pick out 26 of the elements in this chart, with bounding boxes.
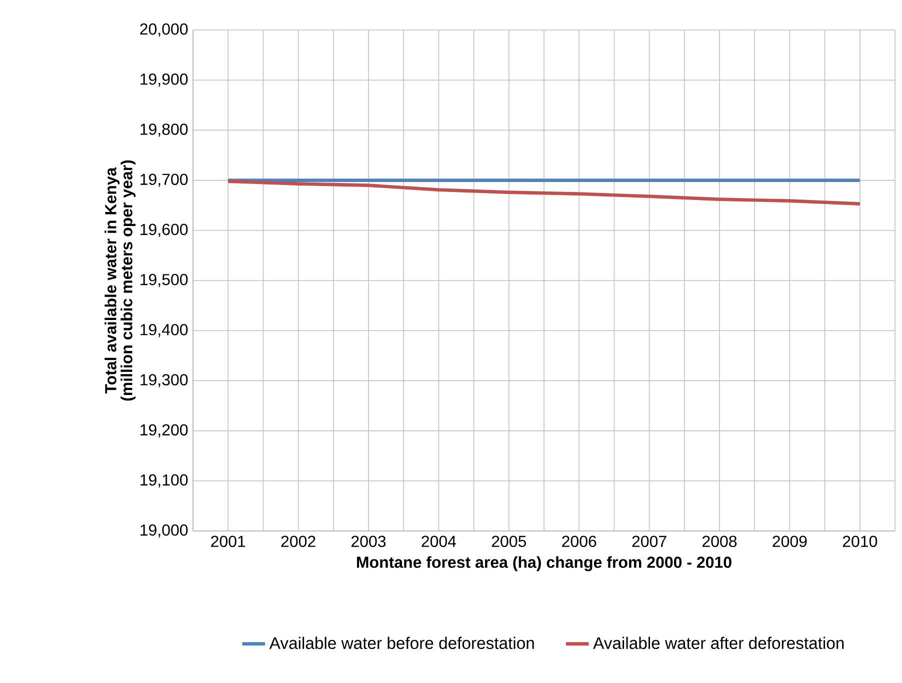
y-axis-title: Total available water in Kenya (million cubic meters oper year) (104, 160, 136, 401)
x-tick-label: 2006 (562, 536, 596, 548)
y-tick-label: 19,500 (140, 274, 188, 288)
x-tick-label: 2004 (422, 536, 456, 548)
x-tick-label: 2010 (842, 536, 878, 548)
y-tick-label: 19,700 (140, 174, 188, 187)
y-tick-label: 19,000 (140, 524, 188, 538)
line-series (226, 180, 862, 206)
y-tick-label: 19,300 (140, 374, 188, 388)
y-tick-label: 19,400 (140, 324, 188, 338)
y-tick-label: 19,800 (140, 124, 188, 137)
y-tick-label: 20,000 (140, 23, 188, 37)
x-tick-label: 2005 (492, 536, 526, 548)
x-tick-label: 2001 (211, 536, 246, 548)
y-tick-label: 19,200 (140, 424, 188, 438)
x-tick-label: 2003 (352, 536, 386, 548)
x-axis-title: Montane forest area (ha) change from 2000 - 2010 (357, 556, 732, 572)
y-tick-label: 19,100 (140, 474, 188, 488)
x-tick-label: 2002 (281, 536, 316, 548)
x-tick-label: 2008 (702, 536, 737, 548)
x-tick-label: 2009 (772, 536, 807, 548)
legend-label: Available water before deforestation (269, 636, 534, 650)
y-tick-label: 19,900 (140, 73, 188, 87)
y-tick-label: 19,600 (140, 224, 188, 238)
legend-label: Available water after deforestation (593, 636, 844, 650)
x-tick-label: 2007 (632, 536, 666, 548)
